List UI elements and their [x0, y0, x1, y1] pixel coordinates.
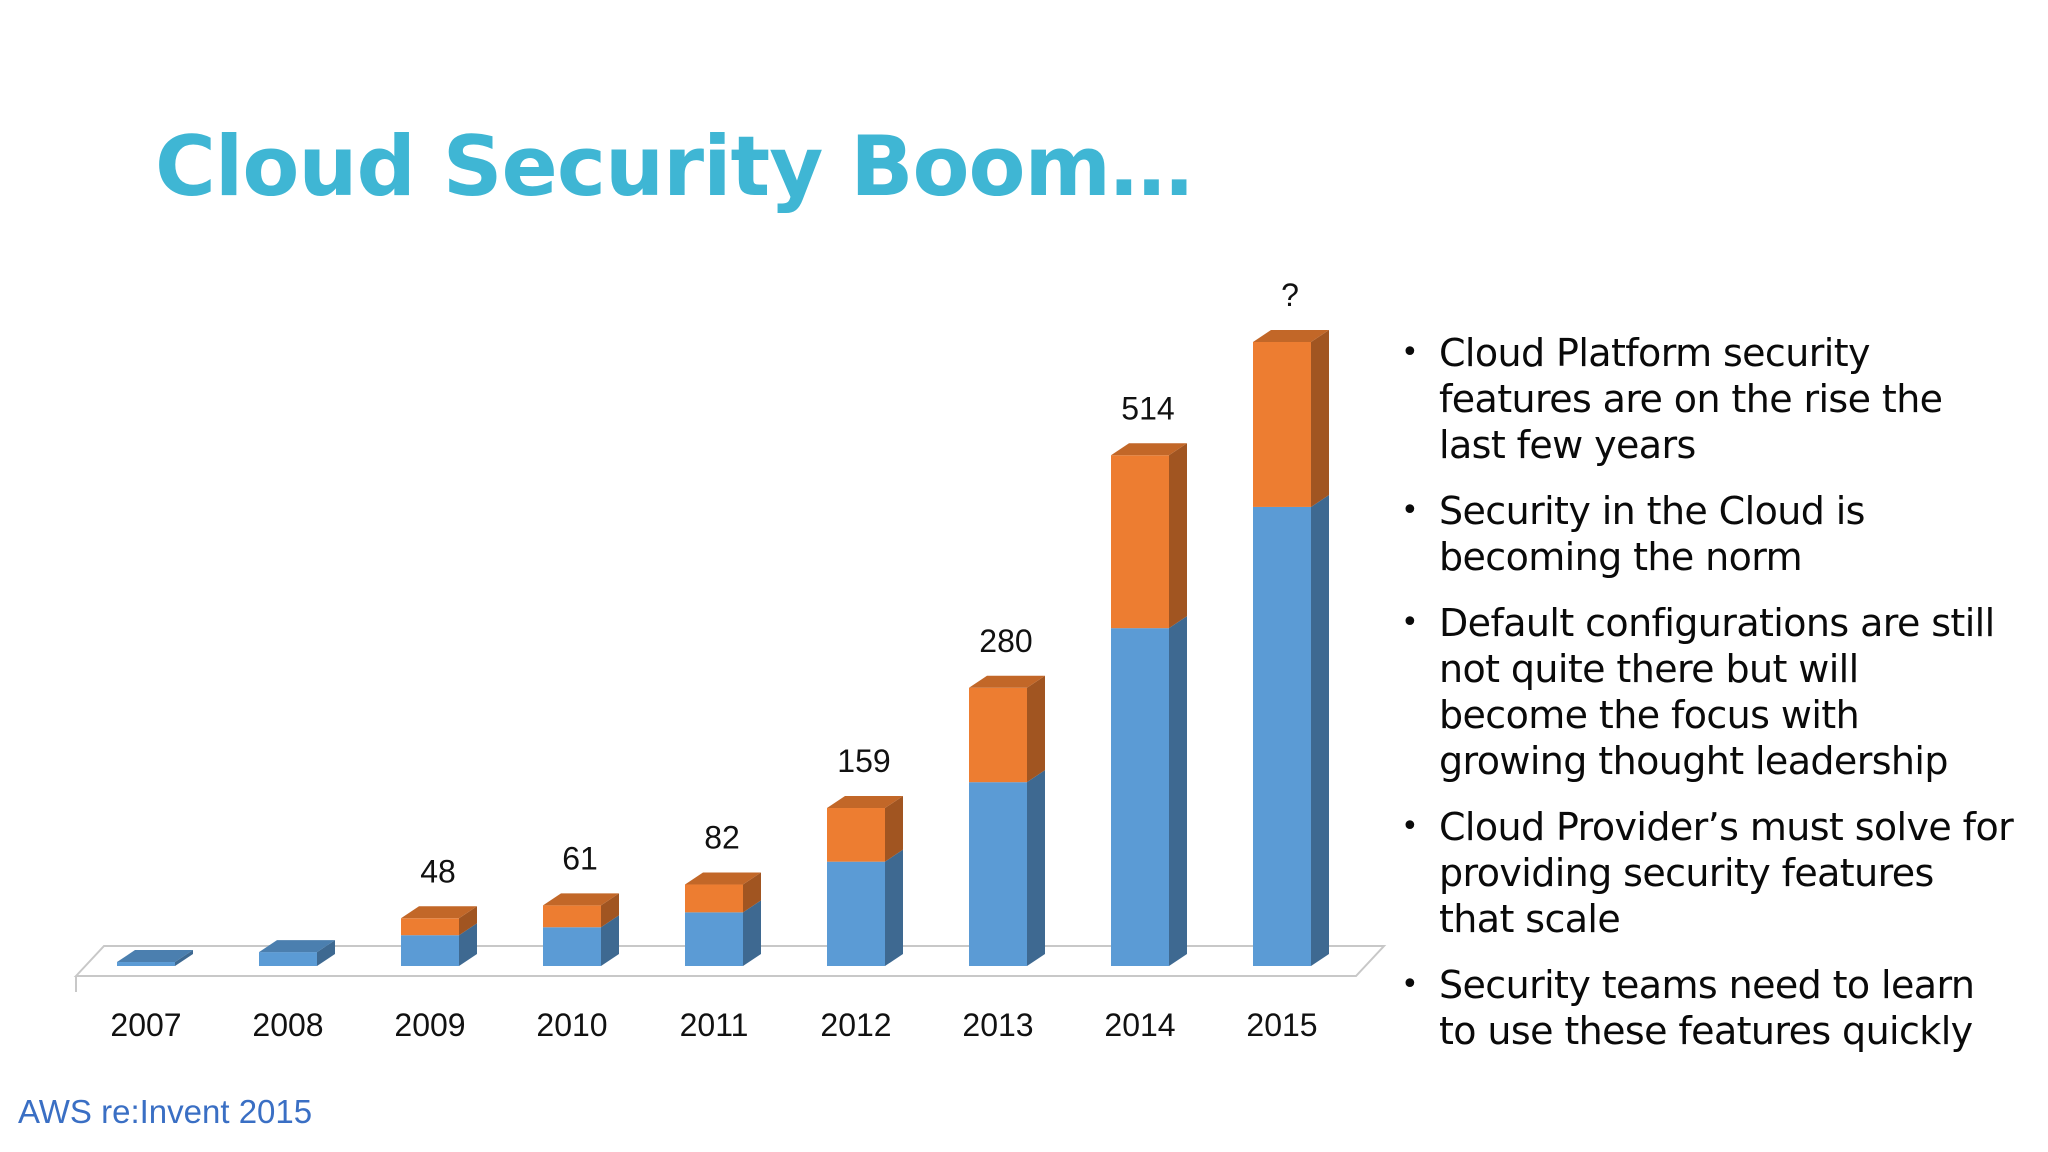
bar-2015-series-2 — [1253, 342, 1311, 507]
bullet-dot-icon: • — [1401, 967, 1419, 1002]
bar-top-2009 — [401, 906, 477, 919]
bar-side-2014-series-1 — [1169, 616, 1187, 966]
bar-2015-series-1 — [1253, 506, 1311, 966]
bar-side-2007-series-1 — [175, 950, 193, 966]
data-label-2014: 514 — [1121, 390, 1174, 426]
bar-side-2013-series-2 — [1027, 675, 1045, 783]
footer-text: AWS re:Invent 2015 — [18, 1093, 313, 1130]
data-label-2012: 159 — [837, 743, 890, 779]
stacked-bar-chart: 2007 2008 48 2009 61 2010 82 2011 159 2012 280 2013… — [73, 277, 1387, 1043]
data-label-2010: 61 — [562, 840, 598, 876]
bar-top-2013 — [969, 675, 1045, 688]
bar-top-2015 — [1253, 330, 1329, 342]
bar-side-2008-series-1 — [317, 940, 335, 966]
bar-side-2010-series-1 — [601, 915, 619, 966]
bar-2014-series-1 — [1111, 628, 1169, 966]
bullet-item: • Security in the Cloud is becoming the n… — [1397, 488, 2017, 580]
x-tick-label-2015: 2015 — [1246, 1007, 1317, 1043]
bar-2007-series-1 — [117, 962, 175, 966]
bullet-dot-icon: • — [1401, 809, 1419, 844]
bar-2008-series-1 — [259, 952, 317, 966]
x-tick-label-2012: 2012 — [820, 1007, 891, 1043]
bullet-item: • Cloud Provider’s must solve for providi… — [1397, 804, 2017, 942]
bar-2012-series-2 — [827, 808, 885, 862]
bar-2010-series-2 — [543, 905, 601, 928]
bar-top-2014 — [1111, 443, 1187, 456]
bar-2011-series-1 — [685, 912, 743, 966]
data-label-2011: 82 — [704, 820, 740, 856]
bullet-list: • Cloud Platform security features are on… — [1397, 330, 2017, 1074]
x-tick-label-2011: 2011 — [680, 1007, 749, 1043]
bar-side-2015-series-2 — [1311, 330, 1329, 507]
bar-side-2013-series-1 — [1027, 770, 1045, 966]
bar-side-2009-series-2 — [459, 906, 477, 936]
x-tick-label-2014: 2014 — [1104, 1007, 1175, 1043]
bar-2014-series-2 — [1111, 455, 1169, 629]
bar-side-2014-series-2 — [1169, 443, 1187, 629]
data-label-2009: 48 — [420, 853, 456, 889]
bullet-item: • Security teams need to learn to use the… — [1397, 962, 2017, 1054]
bullet-item: • Default configurations are still not qu… — [1397, 600, 2017, 784]
bar-top-2011 — [685, 872, 761, 885]
bar-top-2007 — [117, 950, 193, 963]
bar-top-2012 — [827, 796, 903, 809]
bullet-dot-icon: • — [1401, 605, 1419, 640]
data-label-2013: 280 — [979, 623, 1032, 659]
bullet-text: Security in the Cloud is becoming the no… — [1439, 489, 1865, 579]
bar-top-2008 — [259, 940, 335, 953]
bullet-text: Default configurations are still not qui… — [1439, 601, 1995, 783]
bar-side-2012-series-2 — [885, 796, 903, 862]
bar-side-2015-series-1 — [1311, 494, 1329, 966]
bullet-item: • Cloud Platform security features are on… — [1397, 330, 2017, 468]
data-label-2015: ? — [1281, 277, 1299, 313]
x-tick-label-2008: 2008 — [252, 1007, 323, 1043]
bullet-dot-icon: • — [1401, 493, 1419, 528]
bar-2012-series-1 — [827, 861, 885, 966]
bar-2013-series-2 — [969, 687, 1027, 783]
x-tick-label-2010: 2010 — [536, 1007, 607, 1043]
bar-top-2010 — [543, 893, 619, 906]
bar-2009-series-1 — [401, 935, 459, 966]
bar-side-2011-series-2 — [743, 872, 761, 913]
bar-side-2011-series-1 — [743, 900, 761, 966]
bullet-dot-icon: • — [1401, 335, 1419, 370]
bullet-text: Security teams need to learn to use thes… — [1439, 963, 1975, 1053]
bullet-text: Cloud Platform security features are on … — [1439, 331, 1943, 467]
bar-2010-series-1 — [543, 927, 601, 966]
bar-2009-series-2 — [401, 918, 459, 936]
x-tick-label-2007: 2007 — [110, 1007, 181, 1043]
bar-side-2010-series-2 — [601, 893, 619, 928]
slide-title: Cloud Security Boom… — [155, 118, 1193, 215]
bar-side-2009-series-1 — [459, 923, 477, 966]
bar-side-2012-series-1 — [885, 849, 903, 966]
x-tick-label-2013: 2013 — [962, 1007, 1033, 1043]
bar-2013-series-1 — [969, 782, 1027, 966]
bullet-text: Cloud Provider’s must solve for providin… — [1439, 805, 2014, 941]
x-tick-label-2009: 2009 — [394, 1007, 465, 1043]
bar-2011-series-2 — [685, 884, 743, 913]
